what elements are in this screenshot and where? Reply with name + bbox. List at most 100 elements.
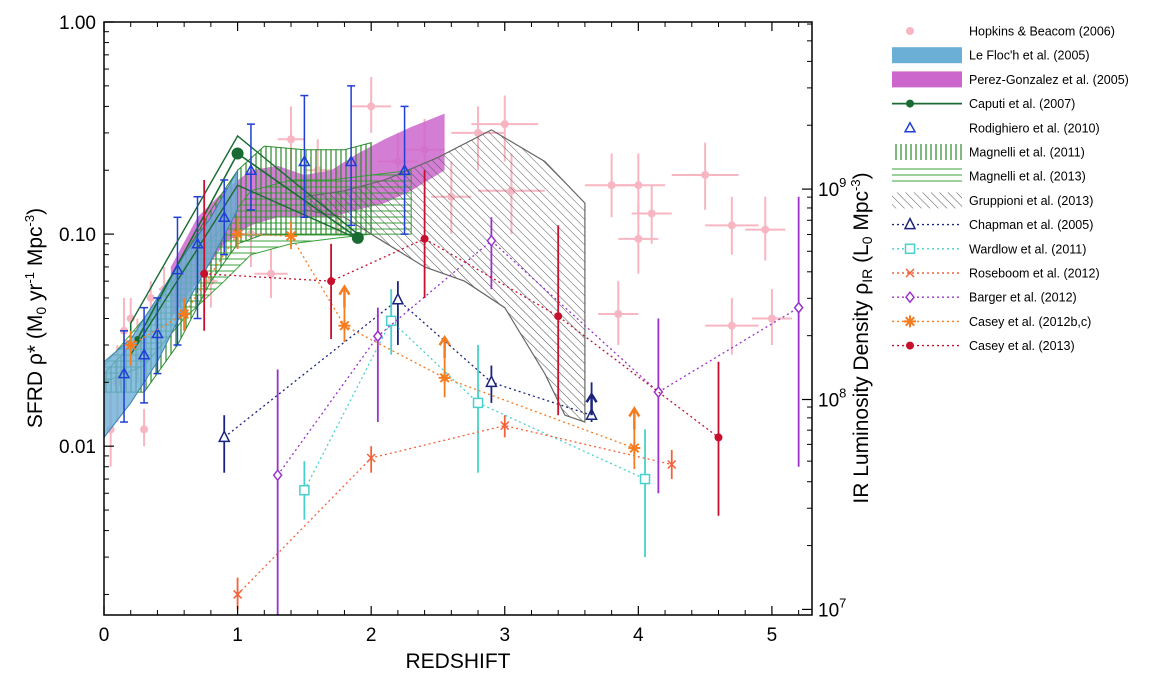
y-axis-title: SFRD ρ* (M0 yr-1 Mpc-3) (22, 208, 49, 428)
legend-swatch (906, 27, 914, 35)
legend-item: Magnelli et al. (2013) (892, 168, 1086, 185)
x-tick-label: 5 (767, 625, 778, 646)
hopkins-point (146, 293, 155, 302)
legend-label: Caputi et al. (2007) (969, 97, 1075, 111)
legend-item: Magnelli et al. (2011) (892, 144, 1085, 160)
legend-swatch (892, 71, 962, 88)
wardlow-point (639, 473, 651, 485)
y2-tick-label: 107 (818, 595, 846, 621)
legend-swatch (892, 168, 962, 185)
legend: Hopkins & Beacom (2006) Le Floc'h et al. … (892, 25, 1129, 353)
legend-item: Caputi et al. (2007) (892, 97, 1075, 111)
roseboom-point (667, 459, 677, 470)
rodighiero-point (151, 326, 164, 339)
legend-item: Gruppioni et al. (2013) (892, 192, 1093, 209)
rodighiero-point (298, 154, 311, 167)
legend-item: Barger et al. (2012) (892, 291, 1077, 305)
legend-label: Casey et al. (2012b,c) (969, 315, 1091, 329)
legend-item: Chapman et al. (2005) (892, 216, 1093, 232)
rodighiero-point (171, 263, 184, 275)
x-tick-label: 0 (99, 625, 110, 646)
rodighiero-point (217, 210, 231, 223)
legend-swatch (892, 47, 962, 64)
y2-tick-label: 108 (818, 386, 846, 412)
hopkins-point (614, 310, 623, 319)
legend-item: Le Floc'h et al. (2005) (892, 47, 1090, 64)
roseboom-line (237, 424, 672, 595)
casey12-point (179, 309, 190, 319)
legend-label: Casey et al. (2013) (969, 339, 1075, 353)
barger-point (793, 301, 804, 314)
legend-swatch (906, 99, 914, 108)
legend-label: Barger et al. (2012) (969, 291, 1077, 305)
hopkins-point (647, 209, 656, 218)
legend-label: Rodighiero et al. (2010) (969, 121, 1100, 135)
legend-label: Magnelli et al. (2011) (969, 146, 1085, 160)
x-axis-title: REDSHIFT (406, 650, 511, 673)
casey12-point (125, 340, 136, 350)
legend-item: Wardlow et al. (2011) (892, 242, 1086, 256)
casey12-arrow (438, 334, 451, 346)
casey12-point (439, 372, 450, 383)
hopkins-point (727, 221, 736, 230)
legend-item: Casey et al. (2012b,c) (892, 315, 1091, 329)
x-tick-label: 4 (633, 625, 644, 646)
chapman-point (485, 374, 498, 388)
legend-label: Chapman et al. (2005) (969, 218, 1093, 232)
barger-point (272, 468, 283, 482)
rodighiero-point (191, 237, 204, 249)
legend-swatch (892, 192, 962, 209)
y-tick-label: 1.00 (59, 13, 96, 34)
y2-tick-label: 109 (818, 175, 846, 201)
hopkins-point (140, 425, 149, 434)
roseboom-point (366, 453, 376, 463)
legend-marker (905, 268, 915, 278)
plot-content (104, 77, 804, 615)
casey13-line (204, 238, 719, 438)
chapman-point (391, 292, 405, 305)
rodighiero-point (137, 348, 151, 360)
rodighiero-point (117, 367, 131, 379)
casey12-arrow (338, 284, 351, 296)
caputi-point (231, 147, 244, 160)
legend-label: Wardlow et al. (2011) (969, 242, 1086, 256)
chapman-arrow (585, 391, 598, 403)
rodighiero-point (244, 163, 258, 175)
casey13-point (554, 312, 563, 321)
legend-item: Hopkins & Beacom (2006) (906, 25, 1115, 39)
legend-marker (905, 316, 915, 327)
hopkins-point (767, 314, 776, 323)
casey12-point (286, 231, 296, 241)
hopkins-point (761, 225, 770, 234)
roseboom-point (500, 421, 510, 431)
wardlow-point (472, 397, 484, 409)
legend-swatch (892, 144, 962, 160)
legend-label: Hopkins & Beacom (2006) (969, 25, 1115, 39)
rodighiero-point (398, 163, 411, 175)
chapman-line (223, 298, 592, 438)
hopkins-point (287, 135, 296, 144)
plot-area (104, 77, 804, 615)
y-tick-label: 0.01 (59, 437, 96, 458)
hopkins-point (367, 102, 376, 111)
legend-marker (906, 341, 914, 350)
legend-label: Magnelli et al. (2013) (969, 170, 1086, 184)
legend-item: Roseboom et al. (2012) (892, 267, 1100, 281)
hopkins-point (634, 234, 643, 243)
y2-axis-title: IR Luminosity Density ρIR (L0 Mpc-3) (848, 172, 875, 503)
legend-marker (903, 216, 917, 230)
caputi-point (351, 231, 364, 244)
hopkins-point (701, 170, 710, 179)
wardlow-line (303, 319, 646, 491)
rodighiero-point (344, 154, 358, 167)
barger-point (486, 234, 497, 247)
x-tick-label: 1 (232, 625, 243, 646)
legend-label: Gruppioni et al. (2013) (969, 194, 1093, 208)
casey12-point (629, 443, 640, 454)
legend-label: Le Floc'h et al. (2005) (969, 49, 1090, 63)
axes: 0 1 2 3 4 5 0.01 0.10 1.00 107 108 109 (59, 13, 846, 646)
casey13-point (420, 234, 429, 243)
legend-label: Perez-Gonzalez et al. (2005) (969, 73, 1129, 87)
casey13-point (200, 269, 209, 278)
